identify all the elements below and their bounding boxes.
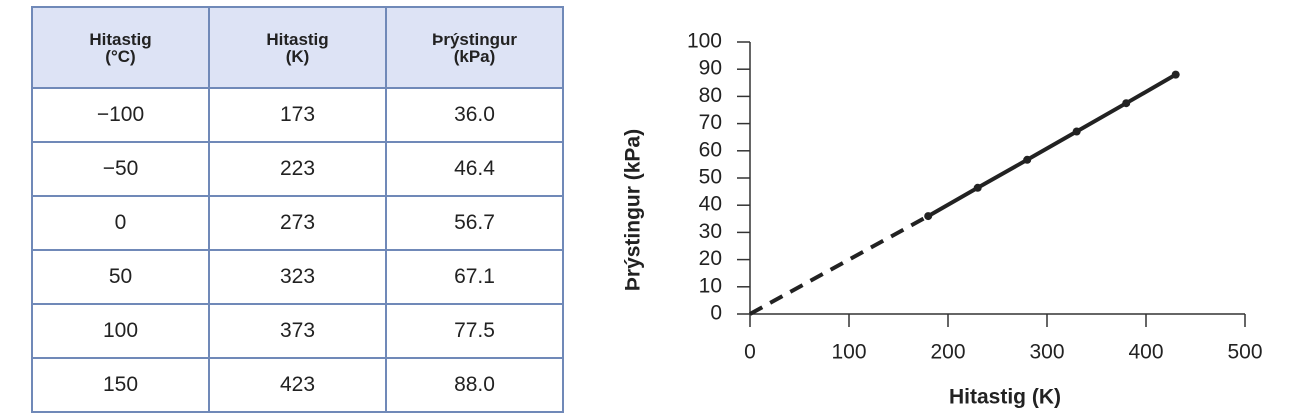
x-tick-label: 200 bbox=[930, 341, 965, 364]
y-tick-label: 40 bbox=[699, 193, 722, 216]
line bbox=[749, 214, 930, 316]
point bbox=[1072, 127, 1081, 136]
header-text: Hitastig bbox=[89, 29, 152, 49]
y-tick-label: 50 bbox=[699, 166, 722, 189]
y-tick-label: 80 bbox=[699, 84, 722, 107]
header-text: (kPa) bbox=[453, 46, 496, 66]
y-tick-label: 60 bbox=[699, 138, 722, 161]
table-row: −50 223 46.4 bbox=[31, 141, 564, 197]
table-cell: 373 bbox=[208, 303, 387, 359]
x-tick-label: 400 bbox=[1128, 341, 1163, 364]
table-cell: 323 bbox=[208, 249, 387, 305]
x-tick-label: 300 bbox=[1029, 341, 1064, 364]
table-cell: 100 bbox=[31, 303, 210, 359]
table-cell: 273 bbox=[208, 195, 387, 251]
x-tick-label: 500 bbox=[1227, 341, 1262, 364]
data-table: Hitastig (°C) Hitastig (K) Þrýstingur (kPa) −1… bbox=[31, 6, 564, 413]
y-tick-label: 100 bbox=[687, 30, 722, 53]
table-row: 150 423 88.0 bbox=[31, 357, 564, 413]
table-cell: 56.7 bbox=[385, 195, 564, 251]
y-tick-label: 30 bbox=[699, 220, 722, 243]
x-tick-label: 100 bbox=[831, 341, 866, 364]
table-cell: 46.4 bbox=[385, 141, 564, 197]
header-text: Þrýstingur bbox=[431, 29, 518, 49]
y-tick-label: 90 bbox=[699, 57, 722, 80]
point bbox=[1023, 155, 1032, 164]
header-cell: Hitastig (°C) bbox=[31, 6, 210, 89]
point bbox=[924, 212, 933, 221]
table-row: 100 373 77.5 bbox=[31, 303, 564, 359]
table-row: −100 173 36.0 bbox=[31, 87, 564, 143]
table-cell: 88.0 bbox=[385, 357, 564, 413]
header-text: Hitastig bbox=[266, 29, 329, 49]
table-cell: −50 bbox=[31, 141, 210, 197]
header-text: (K) bbox=[285, 46, 310, 66]
header-cell: Þrýstingur (kPa) bbox=[385, 6, 564, 89]
table-cell: 150 bbox=[31, 357, 210, 413]
table-row: 0 273 56.7 bbox=[31, 195, 564, 251]
table-cell: 173 bbox=[208, 87, 387, 143]
table-cell: 36.0 bbox=[385, 87, 564, 143]
y-tick-label: 20 bbox=[699, 247, 722, 270]
header-cell: Hitastig (K) bbox=[208, 6, 387, 89]
table-cell: 67.1 bbox=[385, 249, 564, 305]
table-cell: −100 bbox=[31, 87, 210, 143]
table-row: 50 323 67.1 bbox=[31, 249, 564, 305]
line bbox=[927, 72, 1177, 218]
y-tick-label: 70 bbox=[699, 111, 722, 134]
x-tick-label: 0 bbox=[744, 341, 756, 364]
table-cell: 50 bbox=[31, 249, 210, 305]
point bbox=[1171, 70, 1180, 79]
y-tick-label: 10 bbox=[699, 274, 722, 297]
header-text: (°C) bbox=[105, 46, 136, 66]
point bbox=[1122, 99, 1131, 108]
x-axis-title: Hitastig (K) bbox=[949, 386, 1061, 409]
table-cell: 423 bbox=[208, 357, 387, 413]
table-cell: 223 bbox=[208, 141, 387, 197]
table-cell: 0 bbox=[31, 195, 210, 251]
point bbox=[973, 183, 982, 192]
y-tick-label: 0 bbox=[710, 302, 722, 325]
y-axis-title: Þrýstingur (kPa) bbox=[622, 129, 645, 291]
table-cell: 77.5 bbox=[385, 303, 564, 359]
